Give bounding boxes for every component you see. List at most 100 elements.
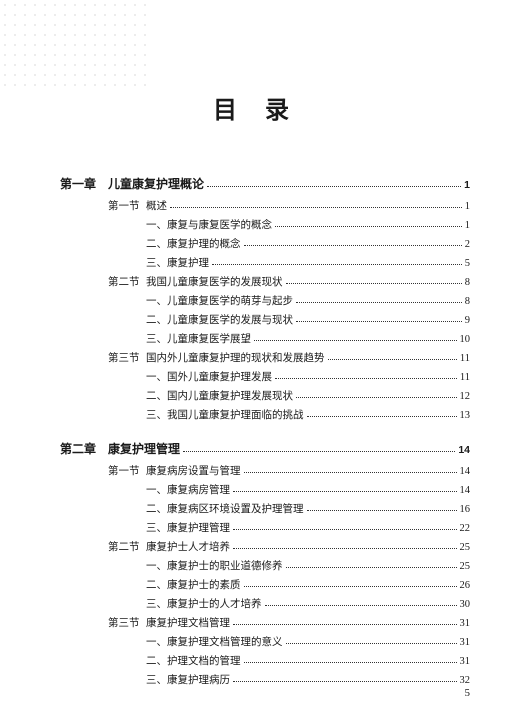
leader-dots: [233, 491, 457, 492]
chapter-num: 第二章: [60, 440, 108, 457]
sub-page: 16: [460, 504, 471, 515]
toc-body: 第一章儿童康复护理概论 1 第一节 概述 1 一、康复与康复医学的概念 1 二、康复护理的概念…: [60, 175, 470, 687]
leader-dots: [265, 605, 457, 606]
sub-page: 9: [465, 315, 470, 326]
leader-dots: [212, 264, 462, 265]
leader-dots: [244, 662, 457, 663]
leader-dots: [207, 186, 461, 187]
sub-title: 三、儿童康复医学展望: [146, 331, 251, 346]
sub-row: 一、康复与康复医学的概念 1: [60, 217, 470, 232]
sub-title: 一、康复护士的职业道德修养: [146, 558, 283, 573]
section-num: 第二节: [108, 539, 146, 554]
sub-title: 一、康复病房管理: [146, 482, 230, 497]
sub-row: 三、康复护士的人才培养 30: [60, 596, 470, 611]
sub-page: 5: [465, 258, 470, 269]
sub-row: 二、儿童康复医学的发展与现状 9: [60, 312, 470, 327]
sub-row: 一、康复护理文档管理的意义31: [60, 634, 470, 649]
leader-dots: [328, 359, 457, 360]
chapter-page: 1: [464, 179, 470, 191]
section-row: 第三节康复护理文档管理 31: [60, 615, 470, 630]
chapter-row: 第二章康复护理管理 14: [60, 440, 470, 457]
sub-row: 三、康复护理管理22: [60, 520, 470, 535]
sub-row: 一、儿童康复医学的萌芽与起步 8: [60, 293, 470, 308]
leader-dots: [296, 321, 462, 322]
chapter-title: 儿童康复护理概论: [108, 175, 204, 192]
leader-dots: [170, 207, 462, 208]
section-num: 第三节: [108, 350, 146, 365]
sub-title: 三、我国儿童康复护理面临的挑战: [146, 407, 304, 422]
sub-page: 32: [460, 675, 471, 686]
sub-page: 31: [460, 637, 471, 648]
sub-title: 二、护理文档的管理: [146, 653, 241, 668]
section-num: 第三节: [108, 615, 146, 630]
leader-dots: [296, 397, 457, 398]
leader-dots: [244, 245, 462, 246]
sub-title: 一、国外儿童康复护理发展: [146, 369, 272, 384]
sub-row: 二、护理文档的管理31: [60, 653, 470, 668]
leader-dots: [254, 340, 457, 341]
sub-page: 25: [460, 561, 471, 572]
sub-title: 三、康复护理病历: [146, 672, 230, 687]
sub-row: 二、康复病区环境设置及护理管理 16: [60, 501, 470, 516]
section-num: 第一节: [108, 463, 146, 478]
sub-title: 一、康复与康复医学的概念: [146, 217, 272, 232]
section-row: 第一节概述1: [60, 198, 470, 213]
chapter-page: 14: [458, 444, 470, 456]
leader-dots: [275, 226, 462, 227]
sub-page: 8: [465, 296, 470, 307]
sub-row: 三、儿童康复医学展望 10: [60, 331, 470, 346]
leader-dots: [233, 681, 457, 682]
corner-dot-pattern: [0, 0, 150, 90]
section-page: 25: [460, 542, 471, 553]
leader-dots: [307, 416, 457, 417]
chapter-row: 第一章儿童康复护理概论 1: [60, 175, 470, 192]
sub-row: 一、国外儿童康复护理发展 11: [60, 369, 470, 384]
leader-dots: [233, 529, 457, 530]
sub-title: 二、儿童康复医学的发展与现状: [146, 312, 293, 327]
leader-dots: [183, 451, 455, 452]
leader-dots: [286, 567, 457, 568]
section-title: 概述: [146, 198, 167, 213]
sub-row: 二、国内儿童康复护理发展现状 12: [60, 388, 470, 403]
section-row: 第三节国内外儿童康复护理的现状和发展趋势11: [60, 350, 470, 365]
sub-title: 二、康复护士的素质: [146, 577, 241, 592]
section-title: 康复护士人才培养: [146, 539, 230, 554]
sub-page: 14: [460, 485, 471, 496]
sub-title: 三、康复护理: [146, 255, 209, 270]
sub-row: 三、康复护理 5: [60, 255, 470, 270]
sub-row: 二、康复护士的素质 26: [60, 577, 470, 592]
section-title: 我国儿童康复医学的发展现状: [146, 274, 283, 289]
sub-row: 一、康复病房管理 14: [60, 482, 470, 497]
sub-page: 1: [465, 220, 470, 231]
section-row: 第一节康复病房设置与管理14: [60, 463, 470, 478]
sub-title: 一、儿童康复医学的萌芽与起步: [146, 293, 293, 308]
section-title: 康复护理文档管理: [146, 615, 230, 630]
leader-dots: [244, 586, 457, 587]
sub-row: 二、康复护理的概念2: [60, 236, 470, 251]
sub-row: 三、康复护理病历 32: [60, 672, 470, 687]
chapter-title: 康复护理管理: [108, 440, 180, 457]
sub-page: 10: [460, 334, 471, 345]
sub-page: 13: [460, 410, 471, 421]
sub-page: 30: [460, 599, 471, 610]
chapter-num: 第一章: [60, 175, 108, 192]
sub-page: 2: [465, 239, 470, 250]
sub-title: 二、国内儿童康复护理发展现状: [146, 388, 293, 403]
sub-row: 一、康复护士的职业道德修养 25: [60, 558, 470, 573]
leader-dots: [286, 643, 457, 644]
section-page: 8: [465, 277, 470, 288]
sub-page: 26: [460, 580, 471, 591]
leader-dots: [244, 472, 457, 473]
section-page: 14: [460, 466, 471, 477]
sub-title: 二、康复病区环境设置及护理管理: [146, 501, 304, 516]
sub-page: 11: [460, 372, 470, 383]
section-page: 1: [465, 201, 470, 212]
leader-dots: [275, 378, 457, 379]
leader-dots: [286, 283, 462, 284]
section-page: 31: [460, 618, 471, 629]
sub-title: 三、康复护士的人才培养: [146, 596, 262, 611]
sub-page: 12: [460, 391, 471, 402]
toc-page: 目录 第一章儿童康复护理概论1第一节概述1一、康复与康复医学的概念1二、康复护理…: [0, 0, 520, 717]
leader-dots: [307, 510, 457, 511]
section-num: 第二节: [108, 274, 146, 289]
